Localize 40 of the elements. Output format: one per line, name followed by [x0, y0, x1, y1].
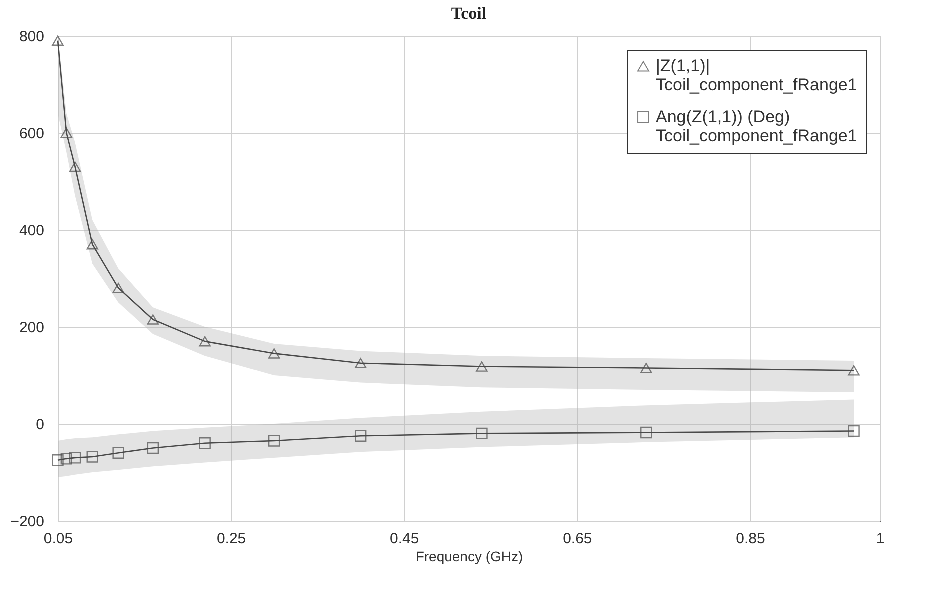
- y-tick-label: −200: [10, 514, 44, 530]
- point: [848, 366, 860, 376]
- point: [355, 430, 367, 442]
- point: [52, 454, 64, 466]
- x-tick-label: 0.05: [44, 530, 74, 548]
- x-tick-label: 0.65: [563, 530, 592, 548]
- point: [147, 314, 160, 325]
- point: [86, 239, 98, 250]
- point: [147, 442, 160, 454]
- chart-title: Tcoil: [451, 4, 487, 23]
- point: [640, 363, 652, 374]
- y-tick-label: 400: [19, 222, 44, 240]
- x-axis-title: Frequency (GHz): [416, 548, 524, 564]
- y-tick-label: 200: [19, 320, 44, 336]
- point: [199, 336, 211, 347]
- point: [476, 428, 488, 440]
- point: [268, 348, 280, 359]
- x-tick-label: 0.25: [216, 530, 246, 548]
- point: [69, 162, 82, 172]
- legend-label: |Z(1,1)| Tcoil_component_fRange1: [656, 56, 858, 94]
- y-tick-label: 0: [36, 416, 44, 434]
- x-tick-label: 1: [876, 530, 885, 548]
- y-tick-label: 800: [19, 28, 44, 46]
- point: [69, 452, 82, 464]
- x-tick-label: 0.45: [390, 530, 420, 548]
- point: [60, 128, 72, 138]
- y-tick-label: 600: [19, 126, 44, 142]
- point: [199, 438, 211, 450]
- point: [848, 425, 860, 438]
- point: [112, 447, 124, 459]
- point: [86, 451, 98, 463]
- point: [52, 36, 64, 46]
- point: [355, 358, 367, 369]
- point: [268, 435, 280, 447]
- x-tick-label: 0.85: [736, 530, 766, 548]
- point: [476, 362, 488, 372]
- point: [112, 283, 124, 294]
- point: [60, 453, 72, 465]
- legend-label: Ang(Z(1,1)) (Deg) Tcoil_component_fRange1: [656, 108, 858, 146]
- point: [640, 426, 652, 439]
